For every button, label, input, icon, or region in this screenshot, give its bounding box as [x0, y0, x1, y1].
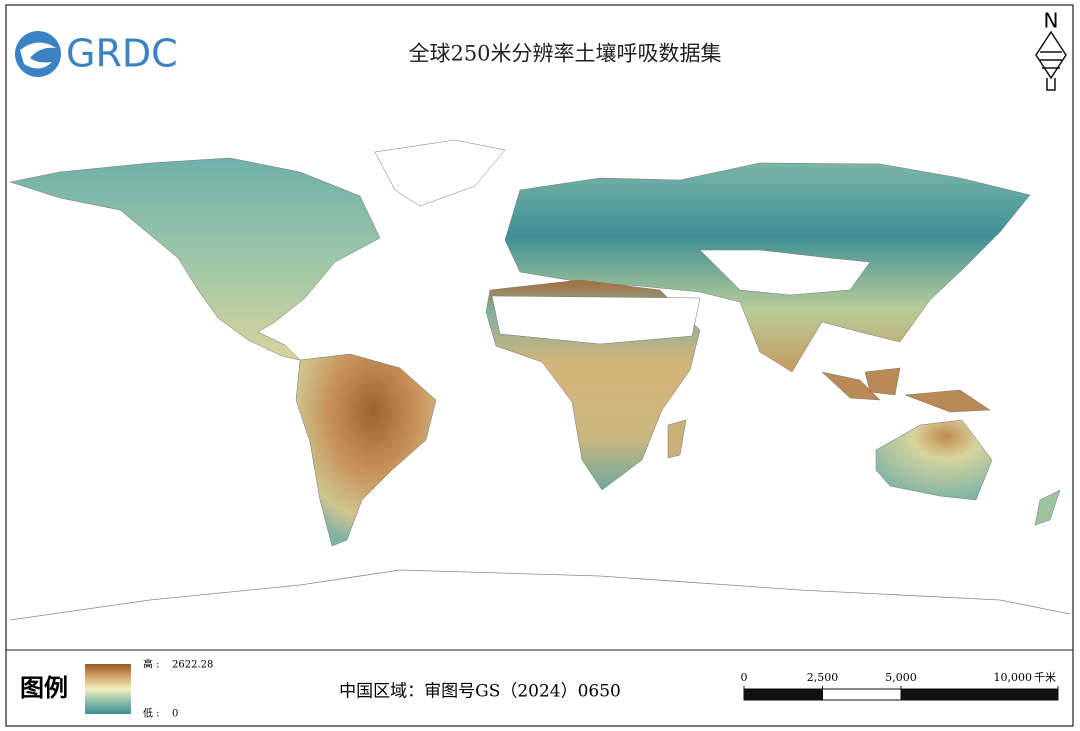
- map-frame: [5, 4, 1074, 651]
- outer-frame: [5, 4, 1074, 727]
- madagascar: [667, 419, 687, 459]
- logo: GRDC: [15, 31, 178, 77]
- new-zealand: [1034, 489, 1061, 526]
- continents: [9, 139, 1071, 621]
- north-america: [9, 157, 381, 361]
- indonesia: [821, 367, 991, 413]
- scale-label: 5,000: [885, 671, 917, 684]
- australia: [875, 419, 993, 501]
- scale-bar: 0 2,500 5,000 10,000 千米: [741, 671, 1059, 701]
- north-arrow: N: [1035, 9, 1067, 91]
- legend-low-value: 0: [172, 709, 178, 720]
- map-title: 全球250米分辨率土壤呼吸数据集: [408, 42, 721, 66]
- legend-high-value: 2622.28: [172, 660, 213, 671]
- legend-title: 图例: [20, 674, 68, 702]
- legend-ramp: [85, 664, 131, 714]
- legend-high-label: 高 :: [143, 658, 160, 671]
- tibet-gap: [699, 249, 871, 296]
- scale-label: 0: [741, 671, 748, 684]
- scale-unit: 千米: [1034, 671, 1056, 684]
- approval-note: 中国区域：审图号GS（2024）0650: [339, 682, 621, 702]
- sahara: [491, 295, 701, 345]
- scale-label: 2,500: [807, 671, 839, 684]
- legend-low-label: 低 :: [143, 707, 160, 720]
- scale-label: 10,000: [994, 671, 1033, 684]
- scale-segment: [900, 688, 1059, 701]
- greenland: [374, 139, 506, 207]
- south-america: [295, 353, 437, 547]
- antarctica: [9, 569, 1071, 621]
- scale-segment: [743, 688, 823, 701]
- north-label: N: [1044, 9, 1059, 33]
- scale-segment: [822, 688, 902, 701]
- logo-text: GRDC: [66, 32, 178, 76]
